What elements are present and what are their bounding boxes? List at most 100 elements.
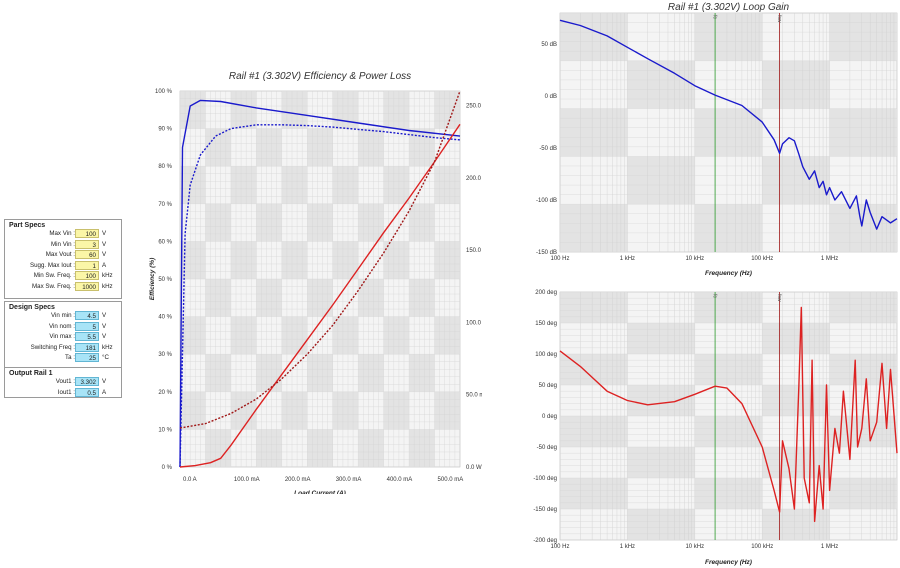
grid-band <box>409 279 435 317</box>
x-tick-label: 400.0 mA <box>387 477 413 483</box>
spec-label: Ta : <box>65 354 75 361</box>
x-tick-label: 100 kHz <box>751 256 773 262</box>
spec-value-field[interactable]: 5.5 <box>75 332 99 341</box>
y-tick-label: -50 dB <box>539 146 557 152</box>
grid-band <box>762 509 830 540</box>
spec-label: Min Vin : <box>51 240 75 248</box>
spec-value-field[interactable]: 100 <box>75 229 99 238</box>
chart-title: Rail #1 (3.302V) Efficiency & Power Loss <box>229 71 411 82</box>
y2-tick-label: 150.0 mW <box>466 248 482 254</box>
y-tick-label: 0 deg <box>542 414 557 420</box>
y-tick-label: 60 % <box>158 239 172 245</box>
grid-band <box>383 241 410 279</box>
series-line-1 <box>179 124 461 468</box>
spec-value-field[interactable]: 0.5 <box>75 387 99 397</box>
grid-band <box>829 478 897 509</box>
y-tick-label: 90 % <box>158 127 172 133</box>
spec-value-field[interactable]: 100 <box>75 271 99 280</box>
spec-label: Max Vout : <box>45 251 75 258</box>
grid-band <box>180 241 206 279</box>
spec-value-field[interactable]: 181 <box>75 342 99 352</box>
grid-band <box>383 91 410 129</box>
spec-unit: °C <box>102 354 109 361</box>
y-tick-label: 30 % <box>158 352 172 358</box>
spec-row: Min Sw. Freq. :100 kHz <box>5 271 113 281</box>
spec-value-field[interactable]: 1000 <box>75 281 99 291</box>
y-tick-label: 50 dB <box>541 42 557 48</box>
spec-row: Vout1 :3.302 V <box>5 377 106 387</box>
grid-band <box>358 429 384 467</box>
output-rail-title: Output Rail 1 <box>9 370 53 377</box>
grid-band <box>560 204 628 252</box>
chart-title: Rail #1 (3.302V) Loop Gain <box>668 2 790 13</box>
x-tick-label: 10 kHz <box>685 256 704 262</box>
grid-band <box>230 91 257 129</box>
design-specs-title: Design Specs <box>9 304 55 311</box>
grid-band <box>383 316 410 355</box>
x-tick-label: 1 kHz <box>620 544 635 550</box>
grid-band <box>332 241 359 279</box>
spec-unit: V <box>102 378 107 385</box>
spec-unit: V <box>102 312 107 319</box>
spec-label: Sugg. Max Iout : <box>29 261 75 269</box>
y-tick-label: 200 deg <box>535 290 557 296</box>
spec-label: Min Sw. Freq. : <box>33 272 75 279</box>
grid-band <box>829 292 897 323</box>
y-tick-label: -100 dB <box>536 198 557 204</box>
grid-band <box>332 316 359 355</box>
grid-band <box>383 391 410 430</box>
loop-gain-magnitude-chart: fc fsw 100 Hz 1 kHz 10 kHz 100 kHz 1 MHz 50 dB 0… <box>536 2 898 277</box>
x-tick-label: 100.0 mA <box>234 477 260 483</box>
spec-unit: V <box>102 333 107 340</box>
y-tick-label: -150 deg <box>533 507 557 513</box>
x-tick-label: 100 kHz <box>751 544 773 550</box>
spec-label: Vin nom : <box>48 322 75 330</box>
spec-value-field[interactable]: 60 <box>75 250 99 259</box>
series-line-0 <box>179 99 461 468</box>
grid-band <box>560 292 628 323</box>
grid-band <box>256 203 282 242</box>
grid-band <box>205 128 231 167</box>
y-axis-label: Efficiency (%) <box>149 258 156 301</box>
spec-label: Vin min : <box>51 312 75 319</box>
x-axis-label: Load Current (A) <box>294 490 346 494</box>
spec-row: Vin max :5.5 V <box>5 332 106 342</box>
grid-band <box>694 354 763 385</box>
marker-label: fc <box>712 294 718 298</box>
series-line-0 <box>559 306 898 523</box>
y-tick-label: -50 deg <box>537 445 557 451</box>
spec-value-field[interactable]: 3 <box>75 239 99 249</box>
x-tick-label: 0.0 A <box>183 477 197 483</box>
spec-label: Vin max : <box>49 333 75 340</box>
y-tick-label: 100 % <box>155 89 173 95</box>
part-specs-title: Part Specs <box>9 222 46 229</box>
spec-value-field[interactable]: 25 <box>75 353 99 362</box>
part-specs-panel: Part Specs Max Vin :100 V Min Vin :3 V Max V… <box>4 219 122 299</box>
marker-label: fsw <box>776 294 782 302</box>
grid-band <box>762 60 830 109</box>
y-tick-label: 40 % <box>158 315 172 321</box>
grid-band <box>383 166 410 204</box>
y2-tick-label: 0.0 W <box>466 465 482 471</box>
spec-value-field[interactable]: 4.5 <box>75 311 99 320</box>
grid-band <box>560 416 628 447</box>
spec-unit: kHz <box>102 343 113 351</box>
y-tick-label: 100 deg <box>535 352 557 358</box>
spec-value-field[interactable]: 3.302 <box>75 377 99 386</box>
grid-band <box>694 292 763 323</box>
spec-value-field[interactable]: 1 <box>75 260 99 270</box>
grid-band <box>281 316 308 355</box>
spec-label: Max Sw. Freq. : <box>32 282 75 290</box>
grid-band <box>307 429 333 467</box>
x-tick-label: 1 MHz <box>821 256 838 262</box>
grid-band <box>627 323 695 354</box>
grid-band <box>256 429 282 467</box>
spec-value-field[interactable]: 5 <box>75 321 99 331</box>
y-tick-label: 150 deg <box>535 321 557 327</box>
spec-row: Max Vin :100 V <box>5 229 106 239</box>
spec-unit: A <box>102 388 107 396</box>
x-tick-label: 100 Hz <box>550 256 569 262</box>
x-tick-label: 1 kHz <box>620 256 635 262</box>
spec-label: Switching Freq : <box>30 343 75 351</box>
loop-gain-phase-chart: fc fsw 100 Hz 1 kHz 10 kHz 100 kHz 1 MHz 200 de… <box>533 290 898 566</box>
